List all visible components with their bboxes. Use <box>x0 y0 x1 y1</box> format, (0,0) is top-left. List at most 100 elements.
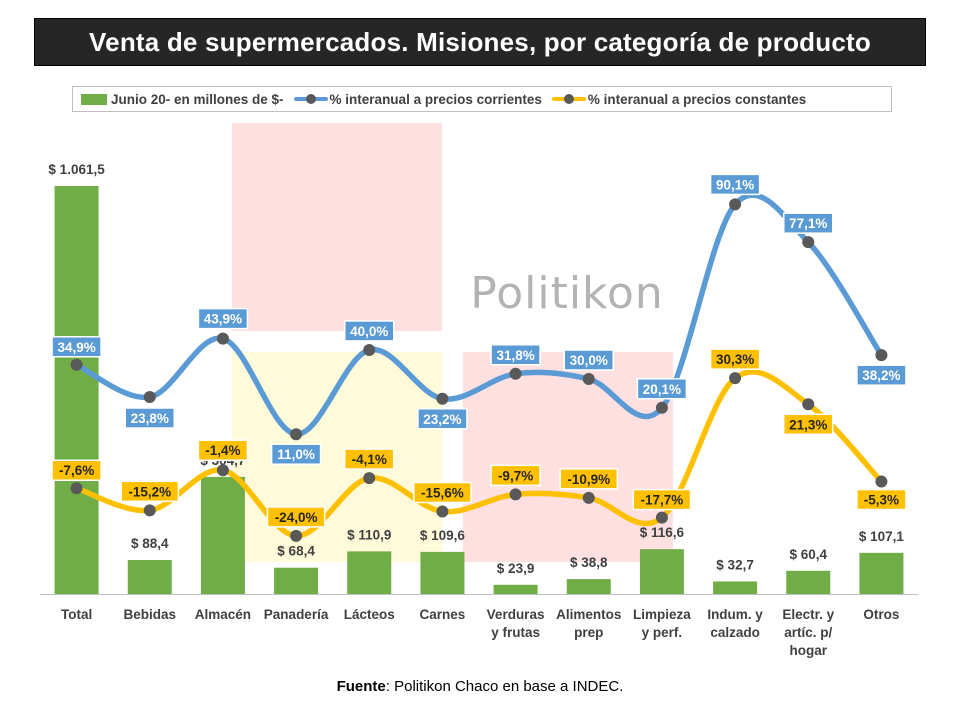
series-constantes-label-6: -15,6% <box>421 485 464 500</box>
watermark-text: Politikon <box>470 268 664 319</box>
bar-5 <box>347 551 392 594</box>
category-label-5: Lácteos <box>344 607 395 622</box>
series-constantes-label-box-5 <box>344 448 395 470</box>
series-corrientes-label-6: 23,2% <box>423 412 461 427</box>
category-label-2: Bebidas <box>123 607 176 622</box>
series-constantes-label-9: -17,7% <box>641 493 684 508</box>
source-note: Fuente: Politikon Chaco en base a INDEC. <box>0 678 960 695</box>
bar-8 <box>566 579 611 594</box>
series-corrientes-label-11: 77,1% <box>789 216 827 231</box>
bar-label-4: $ 68,4 <box>277 544 315 559</box>
bar-label-2: $ 88,4 <box>131 536 169 551</box>
series-corrientes-point-6 <box>436 392 449 405</box>
series-corrientes-label-box-6 <box>417 408 468 430</box>
series-constantes-point-7 <box>509 488 522 501</box>
category-label-9: Limpieza y perf. <box>633 607 691 640</box>
bar-3 <box>200 476 245 594</box>
series-constantes-point-3 <box>216 464 229 477</box>
series-corrientes-point-10 <box>729 198 742 211</box>
source-text: : Politikon Chaco en base a INDEC. <box>385 678 624 695</box>
series-corrientes-point-12 <box>875 349 888 362</box>
series-corrientes-label-7: 31,8% <box>496 348 534 363</box>
legend-item-line1: % interanual a precios corrientes <box>293 91 542 107</box>
bar-11 <box>786 570 831 594</box>
legend-line1-label: % interanual a precios corrientes <box>329 91 542 107</box>
category-label-6: Carnes <box>420 607 466 622</box>
series-constantes-label-5: -4,1% <box>352 452 387 467</box>
series-corrientes-point-1 <box>70 358 83 371</box>
legend-item-line2: % interanual a precios constantes <box>551 91 807 107</box>
series-corrientes-label-box-11 <box>783 212 834 234</box>
series-corrientes-label-10: 90,1% <box>716 177 754 192</box>
category-label-11: Electr. y artíc. p/hogar <box>782 607 834 658</box>
series-constantes-label-3: -1,4% <box>205 443 240 458</box>
bar-label-10: $ 32,7 <box>716 557 754 572</box>
bar-9 <box>639 549 684 594</box>
series-corrientes-label-box-7 <box>490 344 541 366</box>
bar-label-7: $ 23,9 <box>497 561 535 576</box>
series-constantes-point-9 <box>655 511 668 524</box>
chart-title: Venta de supermercados. Misiones, por ca… <box>89 26 871 57</box>
bar-2 <box>127 560 172 594</box>
series-constantes-label-box-7 <box>490 464 541 487</box>
series-corrientes-label-8: 30,0% <box>570 353 608 368</box>
series-constantes-point-6 <box>436 505 449 518</box>
watermark-block-red-top <box>232 123 442 331</box>
series-corrientes-point-11 <box>802 236 815 249</box>
series-constantes-label-box-2 <box>120 480 180 503</box>
bar-6 <box>420 551 465 594</box>
legend-line2-swatch <box>551 94 586 104</box>
series-constantes-label-7: -9,7% <box>498 468 533 483</box>
bar-7 <box>493 584 538 594</box>
series-constantes-point-2 <box>143 504 156 517</box>
series-corrientes-point-3 <box>216 332 229 345</box>
bar-label-9: $ 116,6 <box>640 525 685 540</box>
source-label: Fuente <box>336 678 386 695</box>
bar-12 <box>859 552 904 594</box>
series-corrientes-point-7 <box>509 367 522 380</box>
series-constantes-point-11 <box>802 398 815 411</box>
series-corrientes-point-8 <box>582 373 595 385</box>
category-label-12: Otros <box>863 607 899 622</box>
series-corrientes-label-box-12 <box>856 364 907 386</box>
legend-line2-label: % interanual a precios constantes <box>587 91 807 107</box>
series-constantes-label-12: -5,3% <box>864 493 899 508</box>
bar-1 <box>54 186 99 594</box>
category-label-1: Total <box>61 607 92 622</box>
bar-label-5: $ 110,9 <box>347 527 391 542</box>
category-label-10: Indum. y calzado <box>707 607 763 640</box>
legend-line1-swatch <box>293 94 328 104</box>
series-constantes-label-2: -15,2% <box>128 484 171 499</box>
legend-bar-label: Junio 20- en millones de $- <box>111 91 284 107</box>
series-constantes-point-1 <box>70 482 83 495</box>
series-corrientes-label-9: 20,1% <box>643 382 681 397</box>
series-corrientes-label-3: 43,9% <box>204 312 242 327</box>
series-corrientes-point-2 <box>143 391 156 404</box>
series-constantes-point-12 <box>875 475 888 488</box>
series-corrientes-label-2: 23,8% <box>131 411 169 426</box>
series-constantes-label-10: 30,3% <box>716 352 754 367</box>
series-corrientes-label-1: 34,9% <box>57 340 95 355</box>
series-corrientes-point-4 <box>290 428 303 441</box>
series-constantes-label-box-12 <box>856 488 907 511</box>
series-constantes-label-box-4 <box>266 506 326 528</box>
series-corrientes-label-4: 11,0% <box>277 447 315 462</box>
series-corrientes-label-box-3 <box>197 307 249 330</box>
series-corrientes-label-5: 40,0% <box>350 324 388 339</box>
series-constantes-label-1: -7,6% <box>59 463 94 478</box>
series-constantes-point-5 <box>363 472 376 485</box>
bar-label-6: $ 109,6 <box>420 528 466 543</box>
series-corrientes-point-5 <box>363 343 376 356</box>
bar-4 <box>274 567 319 594</box>
chart-legend: Junio 20- en millones de $- % interanual… <box>72 86 892 112</box>
legend-item-bar: Junio 20- en millones de $- <box>81 92 284 107</box>
series-corrientes-label-box-5 <box>344 320 395 342</box>
series-constantes-label-4: -24,0% <box>275 510 318 525</box>
series-constantes-label-box-6 <box>413 481 472 504</box>
series-corrientes-label-box-4 <box>270 443 322 465</box>
series-corrientes-point-9 <box>655 401 668 414</box>
series-constantes-label-box-11 <box>783 413 834 436</box>
series-corrientes-label-box-8 <box>563 349 614 371</box>
series-constantes-point-10 <box>729 372 742 385</box>
